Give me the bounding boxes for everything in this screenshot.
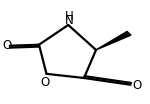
Text: O: O: [133, 79, 142, 92]
Text: O: O: [2, 39, 11, 52]
Polygon shape: [96, 31, 131, 50]
Text: H: H: [65, 10, 74, 23]
Text: O: O: [40, 76, 50, 89]
Text: N: N: [65, 14, 74, 27]
